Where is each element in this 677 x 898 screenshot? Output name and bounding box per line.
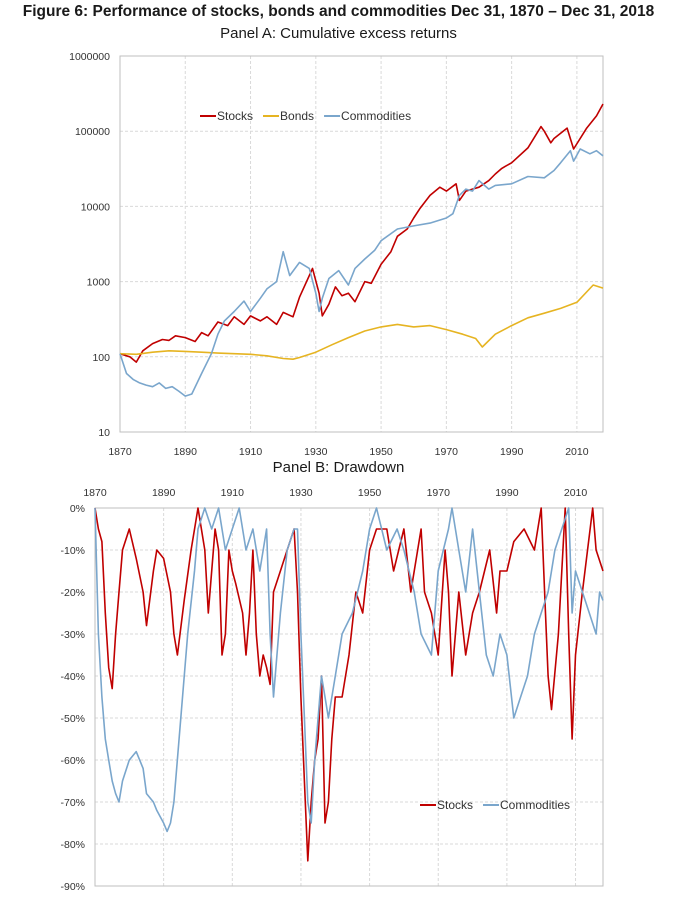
panel-a-x-tick-label: 1890 [174, 446, 198, 458]
panel-b-y-tick-label: -40% [60, 671, 85, 683]
panel-a-x-tick-label: 1910 [239, 446, 263, 458]
panel-b-x-tick-label: 1970 [427, 487, 451, 499]
panel-b-y-tick-label: -10% [60, 545, 85, 557]
figure-title: Figure 6: Performance of stocks, bonds a… [22, 3, 655, 20]
panel-b-series-commodities-line [94, 507, 604, 833]
panel-b-y-tick-label: -90% [60, 881, 85, 893]
panel-b-drawdown: 0% -10% -20% -30% -40% -50% -60% -70% -80% -90% 18… [60, 487, 604, 893]
panel-a-legend-label-stocks: Stocks [217, 109, 253, 123]
panel-b-y-tick-label: -80% [60, 839, 85, 851]
panel-b-y-tick-label: -20% [60, 587, 85, 599]
panel-a-plot-border [119, 55, 604, 433]
panel-b-y-tick-label: -50% [60, 713, 85, 725]
panel-a-y-tick-label: 100 [92, 352, 110, 364]
panel-b-x-tick-label: 1950 [358, 487, 382, 499]
panel-a-y-tick-label: 100000 [75, 126, 110, 138]
panel-b-x-tick-label: 1890 [152, 487, 176, 499]
panel-a-legend-label-commodities: Commodities [341, 109, 411, 123]
panel-b-y-tick-label: -60% [60, 755, 85, 767]
panel-b-y-tick-label: -30% [60, 629, 85, 641]
panel-a-y-tick-label: 10 [98, 427, 110, 439]
panel-b-title: Panel B: Drawdown [272, 459, 405, 476]
panel-a-x-tick-label: 1870 [108, 446, 132, 458]
panel-b-legend-label-stocks: Stocks [437, 798, 473, 812]
panel-b-y-tick-label: 0% [70, 503, 85, 515]
panel-a-series-commodities-line [119, 148, 604, 397]
panel-b-y-tick-label: -70% [60, 797, 85, 809]
panel-b-plot-border [94, 507, 604, 887]
panel-b-legend-label-commodities: Commodities [500, 798, 570, 812]
panel-b-x-tick-label: 1930 [289, 487, 313, 499]
panel-a-y-tick-label: 1000 [87, 277, 111, 289]
panel-b-x-tick-label: 1990 [495, 487, 519, 499]
panel-a-series-bonds-line [119, 284, 604, 361]
panel-b-x-tick-label: 2010 [564, 487, 588, 499]
panel-a-x-tick-label: 1950 [369, 446, 393, 458]
panel-a-y-tick-label: 1000000 [69, 51, 110, 63]
panel-a-x-tick-label: 1970 [435, 446, 459, 458]
panel-a-x-tick-label: 1930 [304, 446, 328, 458]
panel-a-title: Panel A: Cumulative excess returns [220, 25, 457, 42]
panel-a-x-tick-label: 1990 [500, 446, 524, 458]
panel-a-x-tick-label: 2010 [565, 446, 589, 458]
panel-b-x-tick-label: 1870 [83, 487, 107, 499]
panel-a-legend-label-bonds: Bonds [280, 109, 314, 123]
panel-a-series-stocks-line [119, 103, 604, 363]
panel-a-cumulative-returns: 10 100 1000 10000 100000 1000000 1870 1890 1910 1… [69, 51, 604, 458]
panel-a-y-tick-label: 10000 [81, 201, 110, 213]
panel-b-x-tick-label: 1910 [221, 487, 245, 499]
